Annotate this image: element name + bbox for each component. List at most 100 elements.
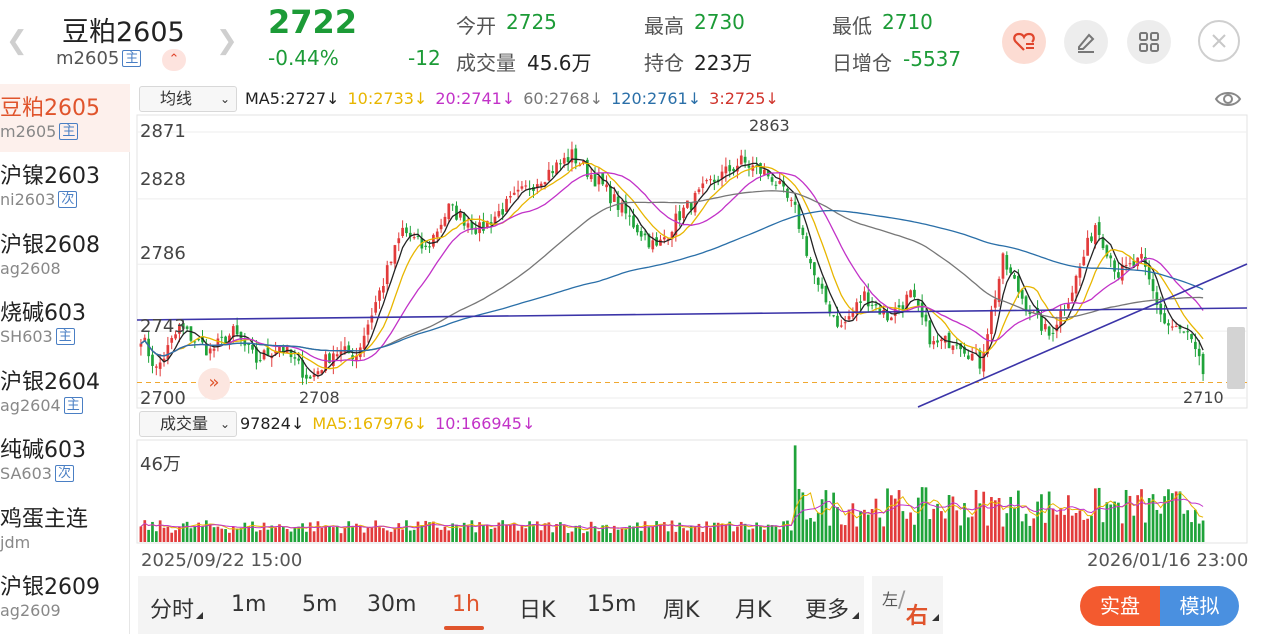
watchlist-item-tag: 次 <box>58 191 78 208</box>
real-trading-button[interactable]: 实盘 <box>1080 586 1160 626</box>
tab-period-fenshi[interactable]: 分时 <box>150 598 195 623</box>
watchlist-item[interactable]: 沪银2608 ag2608 <box>0 221 130 289</box>
volume-bar <box>1051 508 1055 542</box>
candle-body <box>836 315 839 327</box>
tab-period-more[interactable]: 更多 <box>805 598 850 623</box>
watchlist-item-tag: 主 <box>59 123 79 140</box>
candle-body <box>1020 289 1024 299</box>
candle-body <box>993 299 997 308</box>
candle-body <box>1167 323 1170 326</box>
oi-change-label: 日增仓 <box>832 51 892 75</box>
edit-button[interactable] <box>1064 20 1108 64</box>
volume-bar <box>874 498 878 542</box>
volume-bar <box>416 521 420 542</box>
volume-bar <box>724 525 728 542</box>
volume-bar <box>616 529 620 542</box>
tab-period-day[interactable]: 日K <box>519 598 556 623</box>
prev-contract-icon[interactable]: ❮ <box>6 26 28 56</box>
candle-body <box>401 227 404 236</box>
candle-body <box>1178 325 1182 330</box>
volume-bar <box>1078 510 1082 542</box>
volume-bar <box>632 526 635 542</box>
next-contract-icon[interactable]: ❯ <box>216 26 238 56</box>
tab-period-1h[interactable]: 1h <box>452 592 480 617</box>
low-marker-label: 2708 <box>299 388 340 407</box>
volume-bar <box>1001 526 1005 542</box>
candle-body <box>297 358 301 361</box>
watchlist-item[interactable]: 沪银2604 ag2604 主 <box>0 358 130 426</box>
tab-period-15m[interactable]: 15m <box>587 592 637 617</box>
volume-bar <box>893 498 897 542</box>
volume-bar <box>916 497 920 542</box>
volume-bar <box>655 521 658 542</box>
volume-bar <box>505 525 508 542</box>
eye-icon[interactable] <box>1214 88 1242 110</box>
ma-selector[interactable]: 均线 ⌄ <box>139 86 237 112</box>
volume-bar <box>924 487 928 542</box>
watchlist-item[interactable]: 烧碱603 SH603 主 <box>0 289 130 357</box>
close-button[interactable] <box>1198 20 1240 62</box>
volume-bar <box>778 529 782 542</box>
candle-body <box>189 326 193 341</box>
candle-body <box>1140 253 1143 259</box>
watchlist-item[interactable]: 沪银2609 ag2609 <box>0 563 130 631</box>
watchlist-item[interactable]: 豆粕2605 m2605 主 <box>0 84 130 152</box>
volume-bar <box>493 527 497 542</box>
trading-mode-toggle[interactable]: 实盘 模拟 <box>1080 586 1239 626</box>
tab-period-month[interactable]: 月K <box>735 598 772 623</box>
simulated-trading-button[interactable]: 模拟 <box>1160 586 1239 626</box>
candle-body <box>928 320 932 345</box>
chevron-down-icon: ⌄ <box>219 92 230 106</box>
volume-bar <box>158 520 162 542</box>
watchlist-item[interactable]: 鸡蛋主连 jdm <box>0 495 130 563</box>
volume-bar <box>289 531 293 542</box>
candle-body <box>166 345 170 360</box>
watchlist-item-code-text: ni2603 <box>0 190 56 209</box>
volume-bar <box>662 522 666 542</box>
candle-body <box>670 231 674 240</box>
candle-body <box>1067 303 1070 309</box>
volume-bar <box>1136 495 1140 542</box>
volume-bar <box>347 521 351 542</box>
layout-button[interactable] <box>1127 20 1171 64</box>
candle-body <box>1097 222 1101 235</box>
chart-scroll-handle[interactable] <box>1227 327 1245 389</box>
change-percent: -0.44% <box>268 46 339 70</box>
candle-body <box>455 205 458 220</box>
candle-body <box>1009 267 1013 273</box>
ma10-line <box>140 162 1204 370</box>
candle-body <box>305 374 308 379</box>
candle-body <box>501 209 505 215</box>
candle-body <box>424 245 428 247</box>
volume-bar <box>189 528 193 542</box>
volume-bar <box>1120 523 1124 542</box>
volume-bar <box>412 529 416 542</box>
candle-body <box>547 169 551 181</box>
volume-bar <box>501 520 505 542</box>
axis-side-toggle[interactable]: 左 / 右 <box>872 576 943 634</box>
volume-bar <box>478 522 481 542</box>
candle-body <box>1043 323 1047 330</box>
volume-bar <box>1101 522 1105 542</box>
ma20-value: 20:2741↓ <box>435 89 516 108</box>
volume-bar <box>485 525 489 542</box>
tab-period-1m[interactable]: 1m <box>231 592 267 617</box>
favorite-button[interactable] <box>1002 20 1046 64</box>
watchlist-item[interactable]: 沪镍2603 ni2603 次 <box>0 152 130 220</box>
tab-period-5m[interactable]: 5m <box>302 592 338 617</box>
watchlist-item[interactable]: 纯碱603 SA603 次 <box>0 426 130 494</box>
double-chevron-right-icon[interactable]: » <box>198 368 230 400</box>
expand-up-icon[interactable]: ⌃ <box>162 49 186 71</box>
candle-body <box>143 337 147 341</box>
volume-selector[interactable]: 成交量 ⌄ <box>139 411 237 437</box>
pencil-icon <box>1078 33 1095 53</box>
volume-bar <box>532 524 535 542</box>
volume-bar <box>524 528 528 542</box>
candle-body <box>782 181 785 187</box>
tab-period-30m[interactable]: 30m <box>367 592 417 617</box>
tab-period-week[interactable]: 周K <box>663 598 700 623</box>
low-label: 最低 <box>832 14 872 38</box>
watchlist-item-code-text: ag2604 <box>0 396 61 415</box>
volume-bar <box>689 525 693 542</box>
